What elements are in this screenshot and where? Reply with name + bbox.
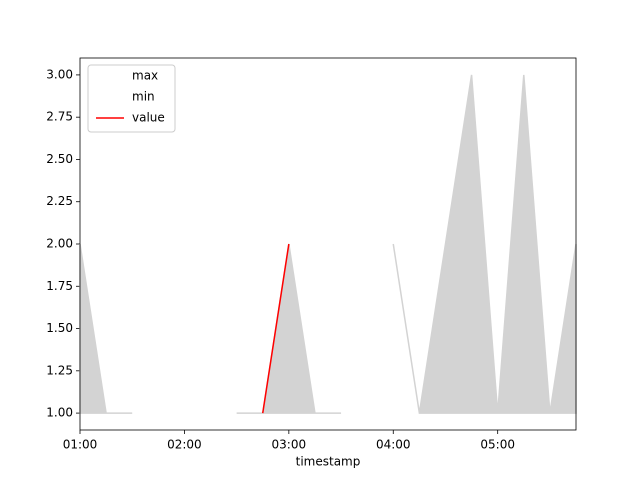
band-fill [79, 243, 133, 414]
x-axis-label: timestamp [296, 455, 361, 469]
band-fill [236, 243, 342, 414]
y-tick-label: 2.50 [46, 152, 73, 166]
legend-label: min [132, 90, 155, 104]
y-tick-label: 2.25 [46, 194, 73, 208]
y-tick-label: 2.00 [46, 237, 73, 251]
y-tick-label: 1.75 [46, 279, 73, 293]
x-tick-label: 03:00 [272, 438, 307, 452]
band-fill [392, 74, 577, 414]
legend-label: max [132, 69, 158, 83]
line-value [261, 243, 290, 414]
x-tick-label: 01:00 [63, 438, 98, 452]
plot-frame [79, 57, 577, 431]
y-tick-label: 1.00 [46, 406, 73, 420]
y-tick-label: 2.75 [46, 110, 73, 124]
x-tick-label: 04:00 [376, 438, 411, 452]
x-tick-label: 02:00 [167, 438, 202, 452]
y-tick-label: 1.25 [46, 363, 73, 377]
y-tick-label: 1.50 [46, 321, 73, 335]
legend-box [87, 64, 176, 133]
y-tick-label: 3.00 [46, 67, 73, 81]
x-tick-label: 05:00 [480, 438, 515, 452]
legend-label: value [132, 111, 165, 125]
